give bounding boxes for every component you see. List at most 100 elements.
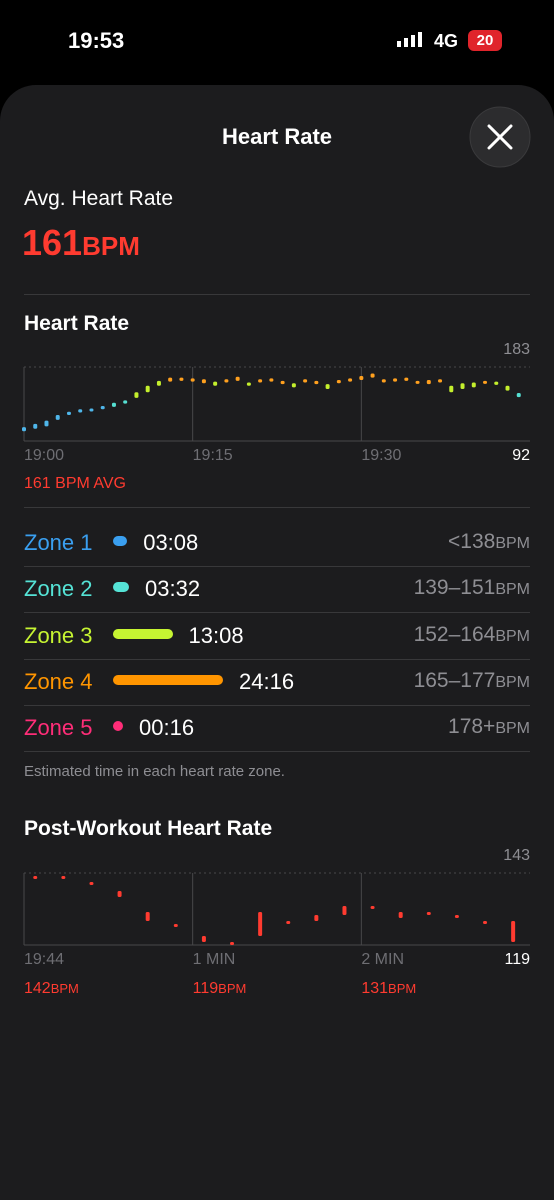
range-bar bbox=[100, 406, 105, 410]
range-bar bbox=[359, 375, 364, 381]
reading: 131BPM bbox=[361, 980, 416, 997]
reading: 142BPM bbox=[24, 980, 79, 997]
separator bbox=[24, 658, 530, 660]
range-bar bbox=[33, 876, 38, 879]
range-bar bbox=[381, 379, 386, 383]
range-bar bbox=[111, 402, 116, 407]
range-bar bbox=[511, 921, 516, 942]
y-tick-label: 119 bbox=[504, 951, 530, 968]
range-bar bbox=[190, 378, 195, 382]
range-bar bbox=[449, 385, 454, 393]
range-bar bbox=[370, 906, 375, 909]
zone-range-text: <138 bbox=[448, 530, 496, 553]
range-bar bbox=[404, 377, 409, 381]
range-bar bbox=[258, 912, 263, 936]
range-bar bbox=[201, 379, 206, 384]
range-bar bbox=[134, 392, 139, 398]
zone-bar bbox=[113, 721, 123, 732]
separator bbox=[24, 704, 530, 706]
close-button[interactable] bbox=[468, 106, 532, 170]
separator bbox=[24, 294, 530, 295]
avg-number: 161 bbox=[22, 222, 83, 263]
chart-title: Heart Rate bbox=[24, 312, 130, 335]
range-bar bbox=[280, 380, 285, 385]
range-bar bbox=[303, 379, 308, 383]
separator bbox=[24, 566, 530, 567]
zone-name: Zone 2 bbox=[24, 576, 93, 602]
zone-duration: 00:16 bbox=[139, 715, 195, 741]
x-tick-label: 19:30 bbox=[361, 447, 401, 464]
avg-label: Avg. Heart Rate bbox=[24, 187, 174, 210]
range-bar bbox=[123, 400, 128, 404]
range-bar bbox=[224, 379, 229, 383]
avg-value: 161BPM bbox=[22, 222, 140, 264]
signal-icon bbox=[397, 32, 422, 47]
range-bar bbox=[325, 384, 330, 389]
separator bbox=[24, 751, 530, 753]
range-bar bbox=[156, 380, 161, 386]
zone-range: 139–151BPM bbox=[414, 576, 530, 600]
zone-bar bbox=[113, 536, 128, 546]
range-bar bbox=[494, 381, 499, 385]
reading: 119BPM bbox=[193, 980, 247, 997]
range-bar bbox=[258, 379, 263, 383]
heart-rate-chart: 92 183 19:00 19:15 19:30 161 BPM AVG bbox=[22, 341, 530, 492]
range-bar bbox=[398, 912, 403, 918]
range-bar bbox=[393, 378, 398, 382]
y-tick-label: 183 bbox=[503, 341, 530, 358]
range-bar bbox=[269, 378, 274, 382]
zone-bar bbox=[113, 674, 223, 685]
x-tick-label: 2 MIN bbox=[361, 951, 404, 968]
zone-range-text: 139–151 bbox=[413, 576, 496, 600]
reading-unit: BPM bbox=[51, 981, 79, 996]
range-bar bbox=[61, 876, 66, 879]
zone-range-text: 178+ bbox=[448, 715, 496, 739]
range-bar bbox=[336, 380, 341, 384]
zone-range: 178+BPM bbox=[448, 715, 530, 739]
separator bbox=[24, 507, 530, 508]
reading-unit: BPM bbox=[218, 981, 246, 996]
range-bar bbox=[173, 924, 178, 927]
zone-name: Zone 5 bbox=[24, 715, 93, 741]
range-bar bbox=[415, 380, 420, 384]
range-bar bbox=[22, 427, 26, 432]
zone-unit: BPM bbox=[495, 627, 530, 645]
range-bar bbox=[66, 411, 71, 415]
network: 4G bbox=[434, 31, 459, 51]
range-bar bbox=[179, 377, 184, 381]
chart-title: Post-Workout Heart Rate bbox=[24, 817, 273, 840]
range-bar bbox=[168, 377, 173, 382]
zone-unit: BPM bbox=[495, 535, 530, 552]
reading-value: 142 bbox=[24, 980, 51, 997]
sheet bbox=[0, 85, 554, 1200]
zone-range-text: 152–164 bbox=[413, 622, 496, 646]
status-time: 19:53 bbox=[68, 28, 125, 53]
zone-duration: 03:08 bbox=[143, 530, 199, 555]
zone-unit: BPM bbox=[495, 673, 530, 691]
range-bar bbox=[117, 891, 122, 897]
range-bar bbox=[483, 921, 488, 924]
separator bbox=[24, 612, 530, 614]
zone-unit: BPM bbox=[495, 581, 530, 599]
zone-name: Zone 4 bbox=[24, 668, 93, 694]
range-bar bbox=[55, 414, 60, 420]
zone-name: Zone 3 bbox=[24, 622, 93, 648]
range-bar bbox=[438, 379, 443, 383]
range-bar bbox=[89, 408, 94, 412]
x-tick-label: 1 MIN bbox=[193, 951, 236, 968]
range-bar bbox=[291, 383, 296, 388]
x-tick-label: 19:00 bbox=[24, 447, 64, 464]
range-bar bbox=[145, 912, 150, 921]
range-bar bbox=[230, 942, 235, 945]
range-bar bbox=[471, 382, 476, 388]
range-bar bbox=[145, 385, 150, 393]
range-bar bbox=[314, 380, 319, 385]
x-tick-label: 19:15 bbox=[193, 447, 233, 464]
range-bar bbox=[370, 373, 375, 378]
range-bar bbox=[342, 906, 347, 915]
range-bar bbox=[246, 382, 251, 386]
zone-duration: 03:32 bbox=[145, 576, 201, 602]
zone-range: <138BPM bbox=[448, 530, 530, 554]
